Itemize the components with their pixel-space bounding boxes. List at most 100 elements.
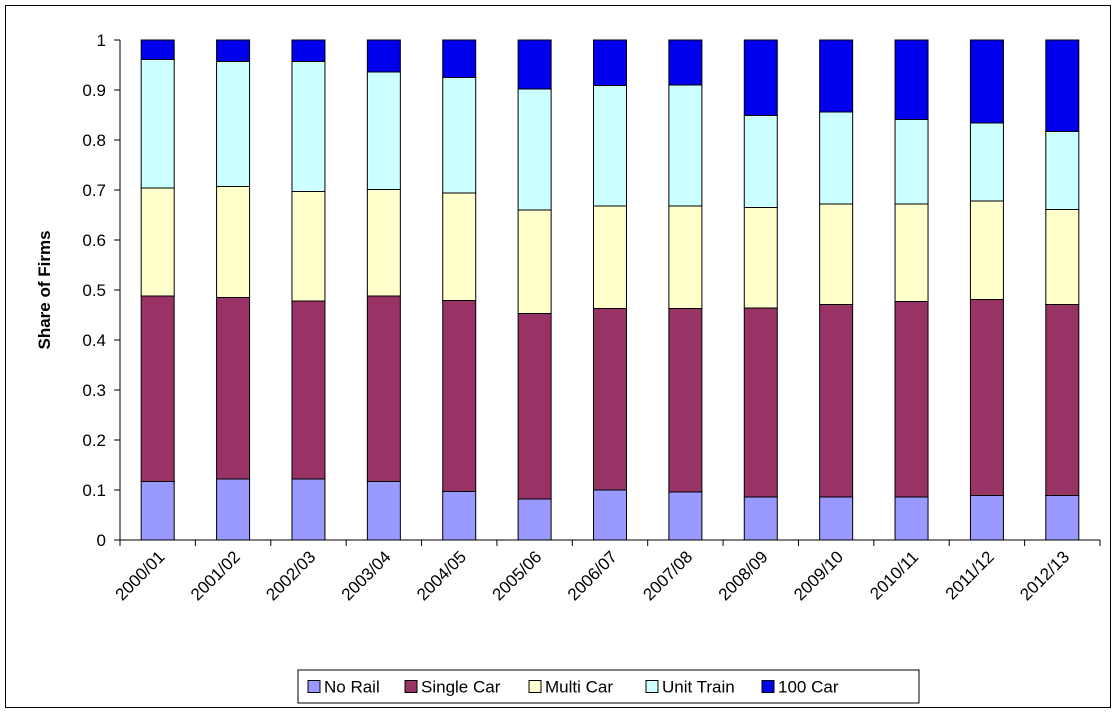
bar-single-car-2005-06 [517,313,552,500]
bar-multi-car-2003-04 [366,189,401,297]
bar-100-car-2007-08 [668,39,703,86]
bar-no-rail-2011-12 [969,495,1004,541]
bar-no-rail-2001-02 [216,478,251,541]
x-tick-label: 2001/02 [187,547,244,604]
y-tick-label: 0.3 [82,381,106,400]
bar-unit-train-2005-06 [517,88,552,211]
bars [140,39,1080,541]
bar-no-rail-2006-07 [593,489,627,541]
bar-unit-train-2011-12 [969,122,1004,202]
x-tick-label: 2002/03 [262,547,319,604]
legend-label: Unit Train [662,678,735,697]
y-tick-label: 0.7 [82,181,106,200]
bar-100-car-2003-04 [366,39,401,73]
bar-single-car-2006-07 [593,308,627,491]
bar-no-rail-2004-05 [442,491,477,541]
bar-multi-car-2005-06 [517,209,552,314]
y-tick-label: 0.8 [82,131,106,150]
y-tick-label: 0.9 [82,81,106,100]
bar-single-car-2000-01 [140,295,175,482]
bar-multi-car-2008-09 [743,207,778,309]
bar-multi-car-2002-03 [291,191,326,302]
bar-single-car-2009-10 [819,304,854,498]
x-tick-label: 2006/07 [564,547,621,604]
bar-unit-train-2000-01 [140,59,175,189]
bar-no-rail-2000-01 [140,481,175,541]
x-tick-label: 2007/08 [639,547,696,604]
y-tick-label: 0.6 [82,231,106,250]
bar-unit-train-2002-03 [291,61,326,192]
y-tick-label: 0.2 [82,431,106,450]
bar-single-car-2012-13 [1045,304,1080,496]
bar-100-car-2002-03 [291,39,326,62]
bar-100-car-2005-06 [517,39,552,90]
bar-multi-car-2009-10 [819,203,854,305]
bar-unit-train-2003-04 [366,71,401,190]
bar-single-car-2007-08 [668,308,703,493]
legend: No Rail Single Car Multi Car Unit Train 100 … [297,669,920,704]
legend-label: 100 Car [778,678,839,697]
legend-swatch [404,680,418,693]
legend-box [297,669,920,704]
bar-no-rail-2008-09 [743,496,778,541]
x-tick-label: 2003/04 [338,547,395,604]
bar-multi-car-2006-07 [593,205,627,309]
bar-multi-car-2001-02 [216,186,251,298]
x-tick-label: 2000/01 [112,547,169,604]
bar-unit-train-2008-09 [743,115,778,208]
bar-100-car-2010-11 [894,39,929,120]
bar-single-car-2008-09 [743,307,778,498]
bar-unit-train-2001-02 [216,61,251,187]
bar-multi-car-2011-12 [969,200,1004,300]
bar-multi-car-2010-11 [894,203,929,302]
legend-swatch [307,680,321,693]
bar-single-car-2001-02 [216,297,251,480]
bar-unit-train-2009-10 [819,111,854,205]
bar-no-rail-2010-11 [894,496,929,541]
x-tick-label: 2011/12 [942,547,998,603]
y-tick-label: 0 [97,531,106,550]
legend-label: Multi Car [545,678,613,697]
y-tick-label: 0.1 [82,481,106,500]
x-tick-label: 2004/05 [413,547,470,604]
x-tick-label: 2012/13 [1016,547,1073,604]
bar-no-rail-2012-13 [1045,495,1080,541]
bar-no-rail-2005-06 [517,498,552,541]
y-tick-label: 0.4 [82,331,106,350]
bar-100-car-2011-12 [969,39,1004,124]
y-axis-label: Share of Firms [35,230,54,349]
bar-no-rail-2003-04 [366,481,401,541]
y-tick-label: 1 [97,31,106,50]
bar-100-car-2000-01 [140,39,175,60]
x-tick-label: 2005/06 [489,547,546,604]
bar-multi-car-2007-08 [668,205,703,309]
bar-100-car-2012-13 [1045,39,1080,132]
bar-unit-train-2004-05 [442,77,477,194]
bar-100-car-2009-10 [819,39,854,113]
legend-label: Single Car [421,678,501,697]
bar-single-car-2011-12 [969,299,1004,496]
bar-no-rail-2009-10 [819,496,854,541]
bar-no-rail-2002-03 [291,478,326,541]
bar-100-car-2006-07 [593,39,627,86]
y-tick-label: 0.5 [82,281,106,300]
x-tick-label: 2008/09 [715,547,772,604]
bar-unit-train-2006-07 [593,85,627,207]
x-tick-label: 2010/11 [866,547,922,603]
bar-100-car-2001-02 [216,39,251,62]
legend-swatch [645,680,659,693]
bar-unit-train-2007-08 [668,84,703,207]
bar-no-rail-2007-08 [668,491,703,541]
bar-multi-car-2012-13 [1045,209,1080,305]
bar-unit-train-2010-11 [894,119,929,205]
bar-single-car-2003-04 [366,295,401,482]
bar-100-car-2004-05 [442,39,477,78]
bar-single-car-2010-11 [894,301,929,498]
bar-single-car-2004-05 [442,300,477,492]
legend-label: No Rail [324,678,380,697]
x-tick-label: 2009/10 [790,547,847,604]
legend-swatch [528,680,542,693]
bar-100-car-2008-09 [743,39,778,116]
bar-single-car-2002-03 [291,300,326,480]
